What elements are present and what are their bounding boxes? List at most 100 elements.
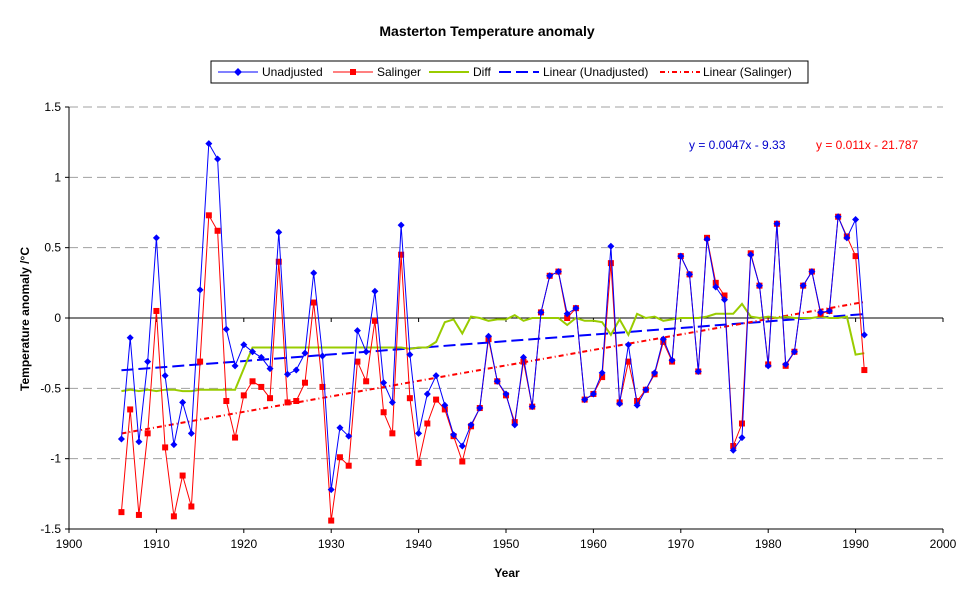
unadjusted-point xyxy=(187,429,195,437)
unadjusted-point xyxy=(205,140,213,148)
equation-unadjusted: y = 0.0047x - 9.33 xyxy=(689,138,786,152)
unadjusted-point xyxy=(782,360,790,368)
salinger-point xyxy=(634,397,641,404)
salinger-point xyxy=(240,392,247,399)
unadjusted-point xyxy=(380,379,388,387)
unadjusted-point xyxy=(712,283,720,291)
salinger-point xyxy=(738,420,745,427)
y-tick-label: 1 xyxy=(54,170,61,184)
unadjusted-point xyxy=(537,308,545,316)
chart-title: Masterton Temperature anomaly xyxy=(379,23,594,39)
unadjusted-point xyxy=(633,401,641,409)
unadjusted-point xyxy=(214,155,222,163)
unadjusted-point xyxy=(450,431,458,439)
y-tick-label: -1.5 xyxy=(40,522,61,536)
unadjusted-point xyxy=(458,442,466,450)
unadjusted-point xyxy=(738,434,746,442)
legend-diff-label: Diff xyxy=(473,65,491,79)
legend-salinger-marker xyxy=(350,69,356,75)
salinger-point xyxy=(284,399,291,406)
y-tick-label: 0.5 xyxy=(44,241,61,255)
salinger-point xyxy=(441,406,448,413)
salinger-point xyxy=(232,434,239,441)
unadjusted-point xyxy=(292,366,300,374)
x-axis-label: Year xyxy=(494,566,520,580)
x-tick-label: 1920 xyxy=(230,537,257,551)
unadjusted-point xyxy=(476,404,484,412)
unadjusted-point xyxy=(397,221,405,229)
x-tick-label: 1980 xyxy=(755,537,782,551)
y-tick-label: 1.5 xyxy=(44,100,61,114)
unadjusted-point xyxy=(126,334,134,342)
x-tick-label: 1940 xyxy=(405,537,432,551)
unadjusted-point xyxy=(362,348,370,356)
unadjusted-point xyxy=(152,234,160,242)
salinger-point xyxy=(223,397,230,404)
unadjusted-point xyxy=(817,308,825,316)
x-tick-label: 1960 xyxy=(580,537,607,551)
unadjusted-point xyxy=(668,356,676,364)
salinger-point xyxy=(345,462,352,469)
unadjusted-point xyxy=(755,282,763,290)
salinger-point xyxy=(607,260,614,267)
unadjusted-point xyxy=(616,400,624,408)
unadjusted-point xyxy=(441,401,449,409)
salinger-point xyxy=(415,459,422,466)
salinger-point xyxy=(459,458,466,465)
unadjusted-point xyxy=(423,390,431,398)
salinger-point xyxy=(275,258,282,265)
unadjusted-point xyxy=(572,304,580,312)
salinger-point xyxy=(852,253,859,260)
salinger-point xyxy=(520,358,527,365)
unadjusted-point xyxy=(843,234,851,242)
salinger-point xyxy=(363,378,370,385)
salinger-point xyxy=(188,503,195,510)
salinger-point xyxy=(179,472,186,479)
salinger-point xyxy=(319,383,326,390)
salinger-point xyxy=(197,358,204,365)
unadjusted-point xyxy=(764,362,772,370)
unadjusted-point xyxy=(528,403,536,411)
tick-labels: -1.5 -1 -0.5 0 0.5 1 1.5 1900 1910 1920 1930 1940 19… xyxy=(40,100,956,551)
unadjusted-point xyxy=(502,390,510,398)
unadjusted-point xyxy=(659,335,667,343)
unadjusted-point xyxy=(257,353,265,361)
salinger-point xyxy=(293,397,300,404)
data-series xyxy=(117,140,868,524)
unadjusted-point xyxy=(677,252,685,260)
legend-unadjusted-label: Unadjusted xyxy=(262,65,323,79)
trend-lines xyxy=(121,300,865,435)
salinger-point xyxy=(625,358,632,365)
unadjusted-point xyxy=(651,369,659,377)
salinger-point xyxy=(170,513,177,520)
legend-linear-unadjusted-label: Linear (Unadjusted) xyxy=(543,65,648,79)
unadjusted-point xyxy=(825,307,833,315)
unadjusted-point xyxy=(336,424,344,432)
legend-salinger-label: Salinger xyxy=(377,65,421,79)
unadjusted-point xyxy=(249,348,257,356)
salinger-point xyxy=(861,367,868,374)
legend: Unadjusted Salinger Diff Linear (Unadjus… xyxy=(210,60,809,84)
salinger-point xyxy=(380,409,387,416)
unadjusted-point xyxy=(721,296,728,304)
unadjusted-point xyxy=(266,365,274,373)
unadjusted-point xyxy=(170,441,178,449)
salinger-point xyxy=(328,517,335,524)
unadjusted-point xyxy=(852,216,860,224)
salinger-point xyxy=(721,292,728,299)
unadjusted-point xyxy=(327,486,335,494)
y-tick-label: 0 xyxy=(54,311,61,325)
unadjusted-point xyxy=(686,270,694,278)
unadjusted-point xyxy=(284,370,291,378)
unadjusted-point xyxy=(310,269,318,277)
salinger-point xyxy=(153,307,160,314)
unadjusted-point xyxy=(703,235,711,243)
x-tick-label: 2000 xyxy=(930,537,957,551)
unadjusted-point xyxy=(345,432,353,440)
unadjusted-point xyxy=(301,349,309,357)
unadjusted-point xyxy=(240,341,248,349)
unadjusted-point xyxy=(179,398,187,406)
unadjusted-point xyxy=(275,228,283,236)
unadjusted-point xyxy=(353,327,361,335)
